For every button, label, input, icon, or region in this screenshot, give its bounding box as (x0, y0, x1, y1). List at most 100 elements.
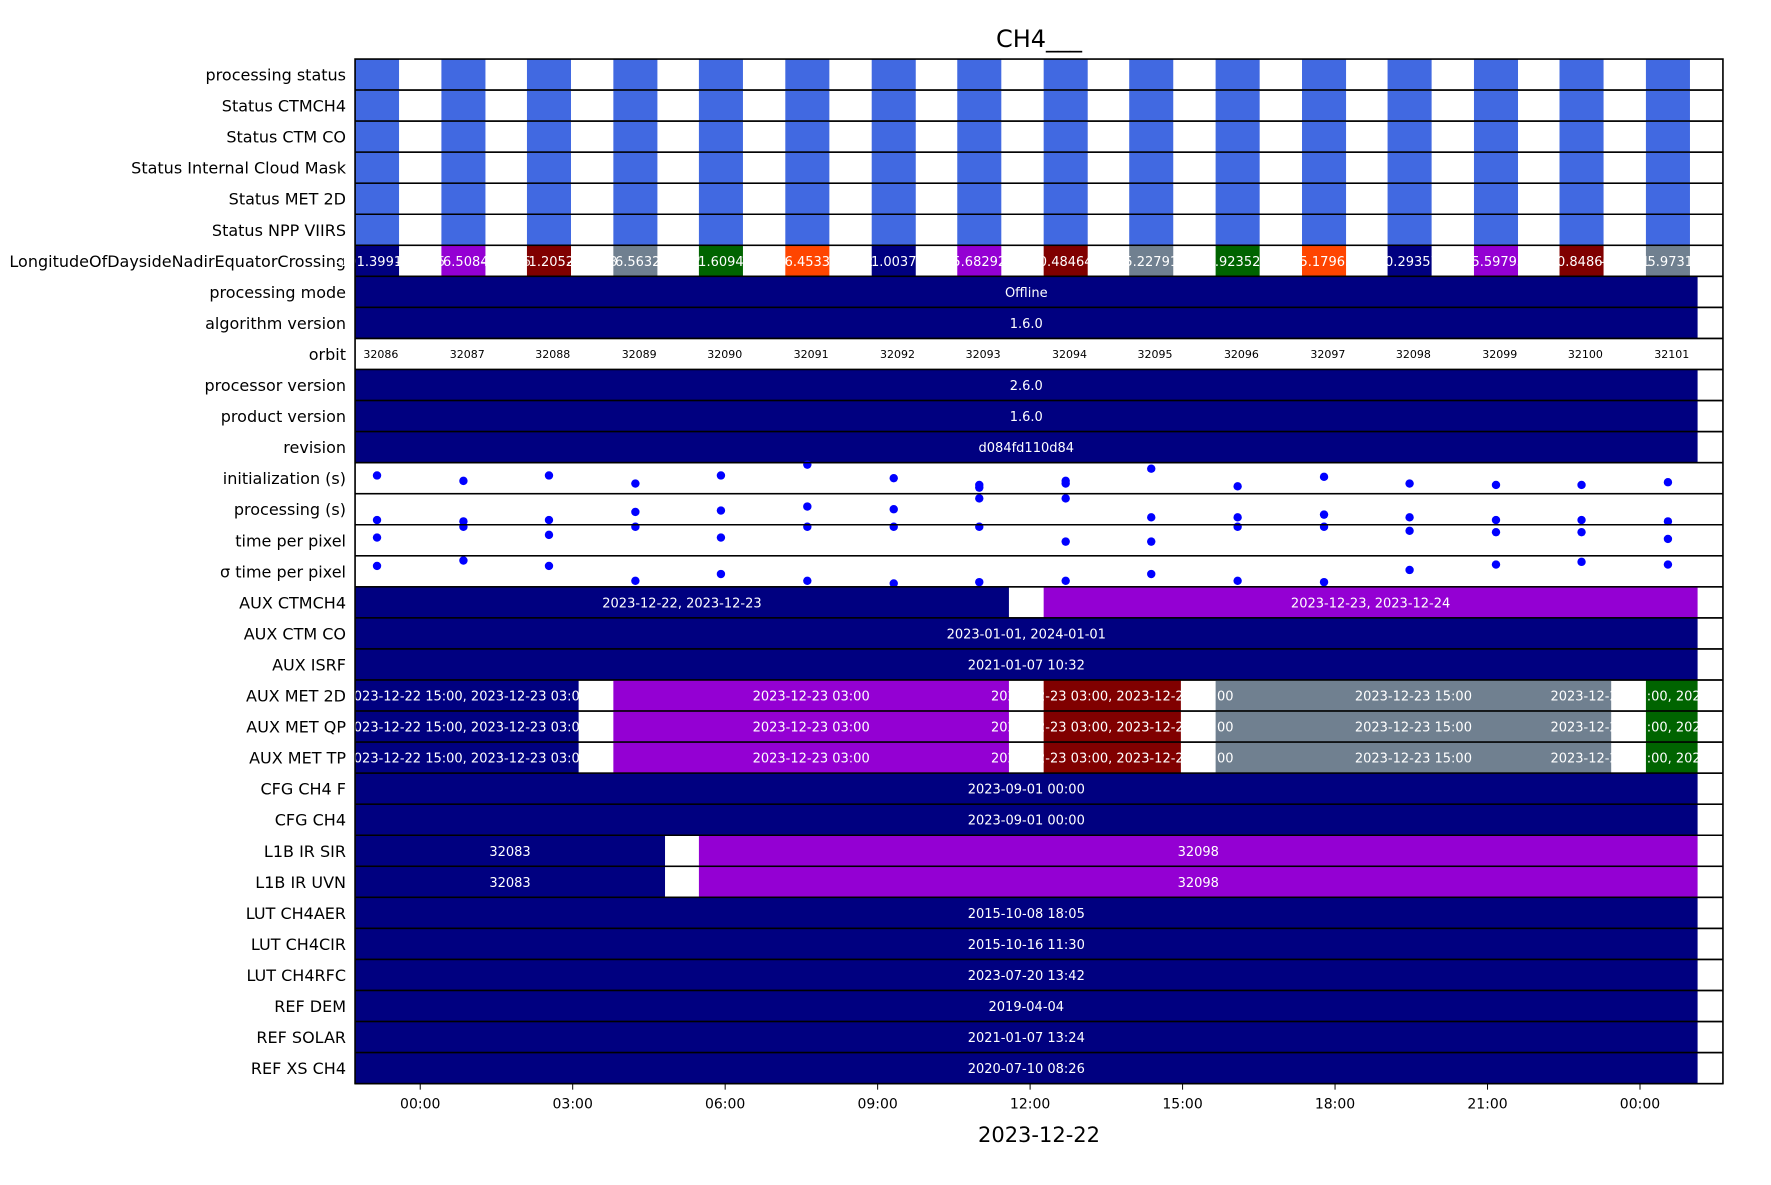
status-bar (1302, 121, 1347, 153)
chart-title: CH4___ (996, 25, 1083, 53)
row-label: time per pixel (235, 531, 346, 550)
scatter-point (1233, 513, 1242, 522)
orbit-number-label: 32098 (1396, 348, 1431, 361)
row-label: revision (283, 438, 346, 457)
row-label: AUX CTM CO (244, 624, 346, 643)
span-label: 2023-12-23 03:00 (753, 690, 870, 705)
x-tick-label: 06:00 (705, 1097, 745, 1113)
longitude-label: 35.227912 (1116, 255, 1186, 270)
scatter-point (631, 522, 640, 531)
scatter-point (1663, 534, 1673, 544)
status-bar (1473, 214, 1519, 246)
scatter-point (803, 522, 812, 531)
longitude-bar (613, 245, 658, 277)
longitude-gap-label: -52.95 (1432, 255, 1474, 270)
longitude-bar (1645, 245, 1690, 277)
span-label: 2015-10-16 11:30 (968, 938, 1085, 953)
status-bar (1129, 121, 1174, 153)
longitude-bar (1215, 245, 1260, 277)
span-label: 32083 (489, 845, 530, 860)
span-bar (1645, 742, 1698, 774)
scatter-point (1233, 482, 1242, 491)
scatter-point (1577, 527, 1586, 537)
longitude-label: 85.682923 (944, 255, 1014, 270)
span-label: 2023-12-23 03:00 (753, 752, 870, 767)
status-bar (957, 90, 1002, 122)
orbit-number-label: 32099 (1482, 348, 1517, 361)
span-label: 2023-12-23, 2023-12-24 (1291, 596, 1450, 611)
longitude-label: -176.563232 (594, 255, 677, 270)
span-label: 2023-12-23 15:00, 2023-12-24 03:00 (1550, 690, 1771, 705)
row-label: orbit (309, 345, 346, 364)
span-bar (355, 866, 666, 898)
span-bar (1043, 742, 1181, 774)
x-axis: 00:00 03:00 06:00 09:00 12:00 15:00 18:00 21:00… (354, 58, 1724, 1113)
span-bar (355, 928, 1698, 960)
span-label: 2.6.0 (1010, 379, 1043, 394)
scatter-point (1319, 522, 1329, 531)
scatter-point (631, 576, 640, 585)
longitude-bar (1129, 245, 1174, 277)
scatter-point (1233, 522, 1242, 531)
longitude-gap-label: 98.34 (918, 255, 955, 270)
row-label: Status MET 2D (229, 190, 346, 209)
status-bar (1645, 90, 1690, 122)
span-bar (355, 1052, 1698, 1084)
status-bar (1302, 214, 1347, 246)
orbit-number-label: 32087 (450, 348, 485, 361)
scatter-point (1577, 480, 1586, 490)
status-bar (355, 183, 400, 215)
span-bar (355, 835, 666, 867)
status-bar (1215, 152, 1260, 184)
span-bar (1043, 586, 1698, 618)
longitude-gap-label: 47.85 (1090, 255, 1127, 270)
status-bar (957, 152, 1002, 184)
scatter-point (1663, 478, 1673, 487)
scatter-point (1147, 464, 1156, 473)
scatter-point (716, 471, 726, 480)
span-bar (355, 648, 1698, 680)
scatter-point (1233, 576, 1242, 585)
span-label: 1.6.0 (1010, 410, 1043, 425)
status-bar (1043, 121, 1088, 153)
scatter-point (631, 507, 640, 517)
orbit-number-label: 32100 (1568, 348, 1603, 361)
row-label: AUX CTMCH4 (239, 593, 346, 612)
status-bar (441, 121, 486, 153)
x-tick-label: 00:00 (1620, 1097, 1660, 1113)
row-label: LUT CH4RFC (246, 966, 346, 985)
orbit-number-label: 32088 (535, 348, 570, 361)
span-label: 2019-04-04 (989, 1000, 1065, 1015)
status-bar (1215, 214, 1260, 246)
status-bar (785, 214, 830, 246)
status-bar (698, 214, 743, 246)
longitude-gap-label: 123.72 (828, 255, 874, 270)
status-bar (1559, 183, 1604, 215)
span-bar (355, 431, 1698, 463)
row-label: L1B IR UVN (255, 873, 346, 892)
span-bar (355, 990, 1698, 1022)
status-bar (1387, 59, 1432, 91)
status-bar (1559, 121, 1604, 153)
orbit-number-label: 32090 (707, 348, 742, 361)
longitude-bar (355, 245, 400, 277)
status-bar (698, 152, 743, 184)
row-label: AUX MET 2D (246, 687, 346, 706)
span-label: 2023-12-22, 2023-12-23 (602, 596, 761, 611)
scatter-point (716, 569, 726, 579)
row-frame (355, 492, 1723, 526)
span-label: 2023-09-01 00:00 (968, 814, 1085, 829)
scatter-point (1147, 569, 1156, 579)
span-label: 2023-12-23 15:00, 2023-12-24 03:00 (1550, 752, 1771, 767)
status-bar (526, 90, 571, 122)
status-bar (1473, 121, 1519, 153)
span-label: 1.6.0 (1010, 317, 1043, 332)
span-bar (1043, 711, 1181, 743)
scatter-point (1663, 560, 1673, 569)
span-label: 32098 (1178, 845, 1219, 860)
status-bar (871, 183, 916, 215)
orbit-number-label: 32086 (363, 348, 398, 361)
orbit-number-label: 32089 (622, 348, 657, 361)
status-bar (1043, 214, 1088, 246)
scatter-point (1491, 480, 1501, 490)
